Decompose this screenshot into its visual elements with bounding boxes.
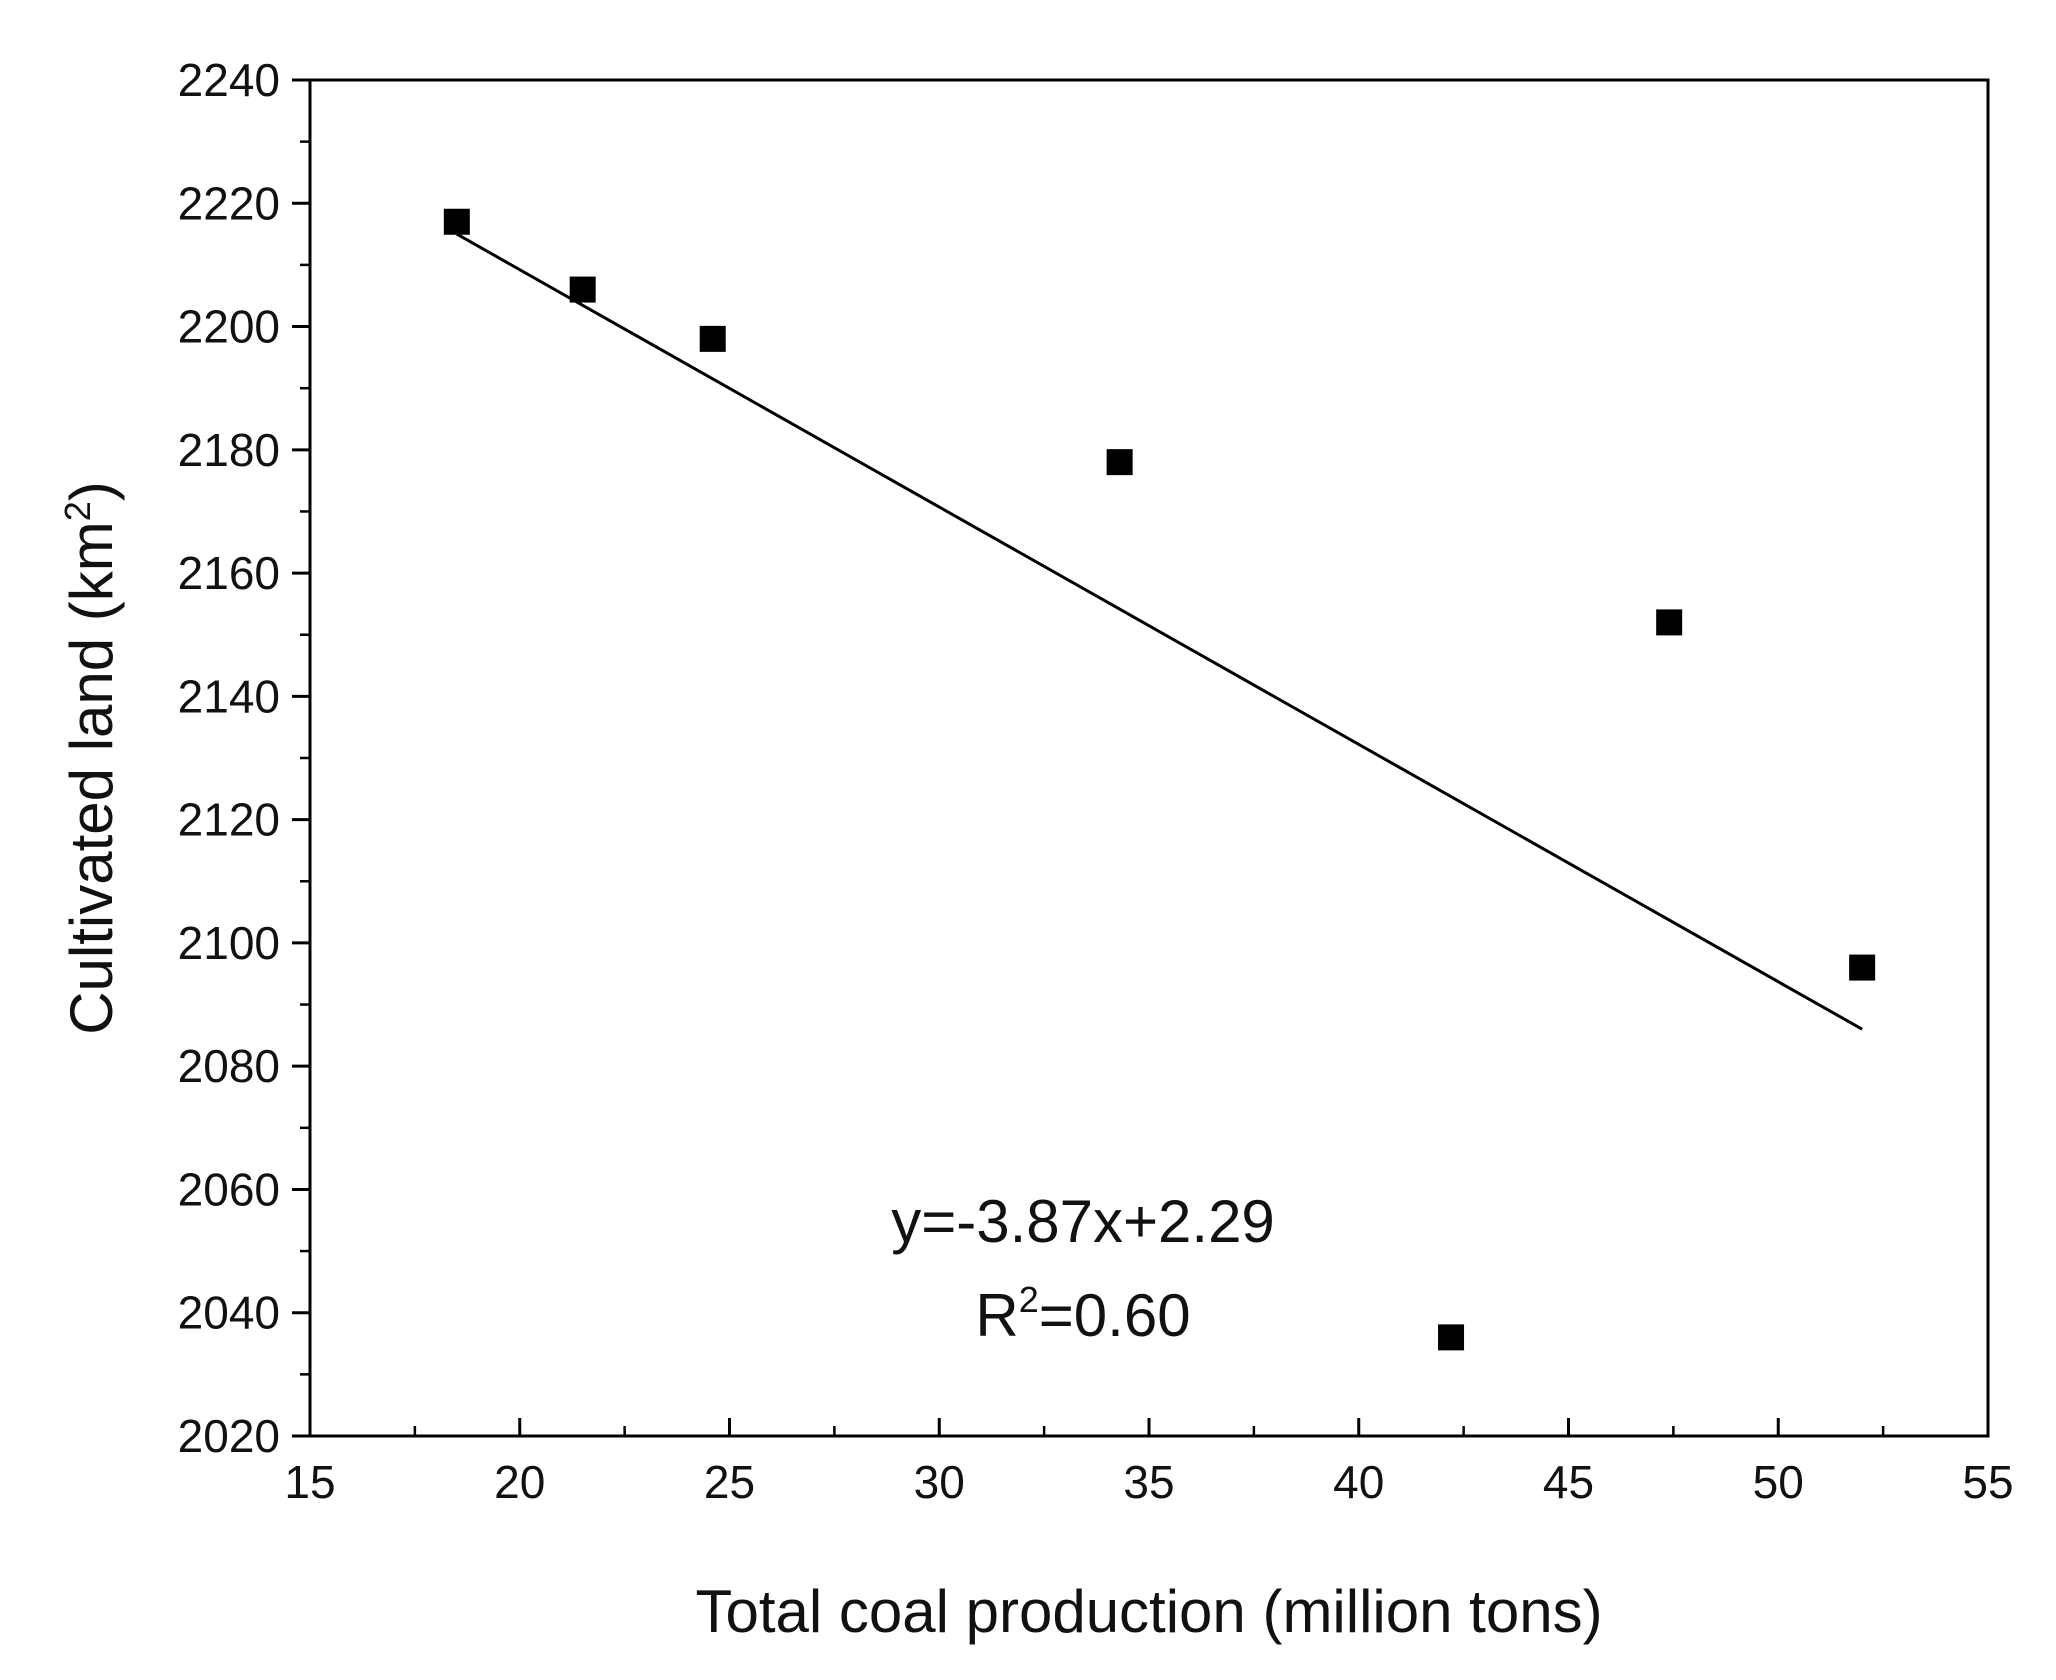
x-axis-ticks: [308, 1418, 1990, 1436]
y-tick-label: 2240: [178, 54, 280, 106]
x-tick-label: 30: [914, 1456, 965, 1508]
data-point: [1849, 954, 1876, 981]
y-tick-label: 2040: [178, 1287, 280, 1339]
y-tick-label: 2120: [178, 794, 280, 846]
y-tick-label: 2220: [178, 177, 280, 229]
r-squared-prefix: R: [975, 1282, 1018, 1349]
y-tick-label: 2140: [178, 670, 280, 722]
y-axis-tick-labels: 2020 2040 2060 2080 2100 2120 2140 2160 2180 2200…: [178, 54, 280, 1462]
x-tick-label: 55: [1962, 1456, 2013, 1508]
y-tick-label: 2080: [178, 1040, 280, 1092]
y-tick-label: 2100: [178, 917, 280, 969]
y-tick-label: 2020: [178, 1410, 280, 1462]
x-tick-label: 25: [704, 1456, 755, 1508]
x-axis-title: Total coal production (million tons): [695, 1578, 1602, 1645]
data-point: [443, 208, 470, 235]
y-axis-title-superscript: 2: [57, 501, 98, 521]
x-tick-label: 45: [1543, 1456, 1594, 1508]
x-tick-label: 20: [494, 1456, 545, 1508]
x-axis-tick-labels: 15 20 25 30 35 40 45 50 55: [284, 1456, 2013, 1508]
data-point: [699, 325, 726, 352]
data-point: [1656, 609, 1683, 636]
y-tick-label: 2060: [178, 1163, 280, 1215]
regression-equation: y=-3.87x+2.29: [891, 1188, 1275, 1255]
x-tick-label: 40: [1333, 1456, 1384, 1508]
y-tick-label: 2200: [178, 301, 280, 353]
data-points: [443, 208, 1876, 1351]
r-squared-label: R2=0.60: [975, 1279, 1190, 1349]
r-squared-value: =0.60: [1039, 1282, 1191, 1349]
data-point: [569, 276, 596, 303]
y-axis-title-close: ): [58, 481, 125, 501]
y-axis-ticks: [292, 78, 310, 1438]
x-tick-label: 35: [1123, 1456, 1174, 1508]
data-point: [1106, 449, 1133, 476]
regression-line: [456, 232, 1863, 1031]
r-squared-superscript: 2: [1019, 1279, 1039, 1320]
x-tick-label: 50: [1753, 1456, 1804, 1508]
x-tick-label: 15: [284, 1456, 335, 1508]
y-tick-label: 2160: [178, 547, 280, 599]
y-axis-title: Cultivated land (km2): [57, 481, 125, 1035]
y-tick-label: 2180: [178, 424, 280, 476]
data-point: [1438, 1324, 1465, 1351]
y-axis-title-text: Cultivated land (km: [58, 521, 125, 1035]
